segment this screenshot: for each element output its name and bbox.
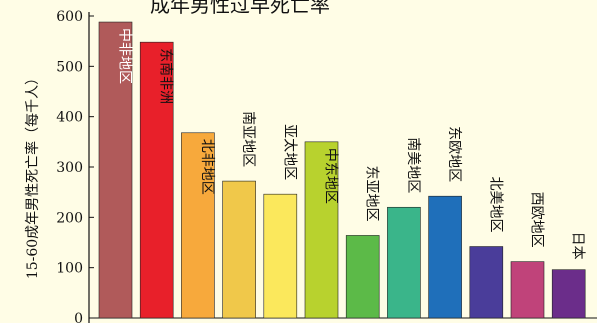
- bar-label: 北非地区: [199, 139, 215, 195]
- bar: [428, 195, 462, 319]
- bar-label: 日本: [570, 232, 586, 260]
- y-tick-label: 500: [56, 59, 83, 75]
- bars: [98, 21, 586, 319]
- chart-title: 成年男性过早死亡率: [150, 0, 330, 17]
- bar: [387, 206, 421, 319]
- y-tick-label: 200: [56, 210, 83, 226]
- y-tick-label: 400: [56, 110, 83, 126]
- bar-label: 北美地区: [487, 177, 503, 233]
- y-tick-label: 0: [74, 311, 83, 323]
- y-tick-label: 100: [56, 261, 83, 277]
- bar-label: 亚太地区: [281, 124, 297, 180]
- bar-label: 南美地区: [405, 137, 421, 193]
- bar-label: 东南非洲: [158, 48, 174, 104]
- bar: [263, 193, 298, 319]
- bar: [469, 246, 504, 319]
- bar-label: 东亚地区: [364, 165, 380, 221]
- bar: [345, 235, 380, 319]
- bar-label: 中东地区: [323, 148, 339, 204]
- bar-label: 中非地区: [117, 28, 133, 84]
- bar-label: 南亚地区: [240, 111, 256, 167]
- bar: [551, 269, 586, 319]
- bar: [510, 261, 545, 319]
- bar: [139, 41, 174, 319]
- bar: [304, 141, 339, 319]
- bar-label: 西欧地区: [529, 192, 545, 248]
- y-tick-label: 600: [56, 9, 83, 25]
- y-tick-label: 300: [56, 160, 83, 176]
- bar: [181, 132, 215, 319]
- y-axis-label: 15-60成年男性死亡率（每千人）: [24, 71, 41, 279]
- axes: 0 100 200 300 400 500 600 15-60成年男性死亡率（每千人）: [24, 9, 597, 323]
- bar: [222, 180, 256, 319]
- bar-label: 东欧地区: [446, 126, 462, 182]
- bar: [98, 21, 133, 319]
